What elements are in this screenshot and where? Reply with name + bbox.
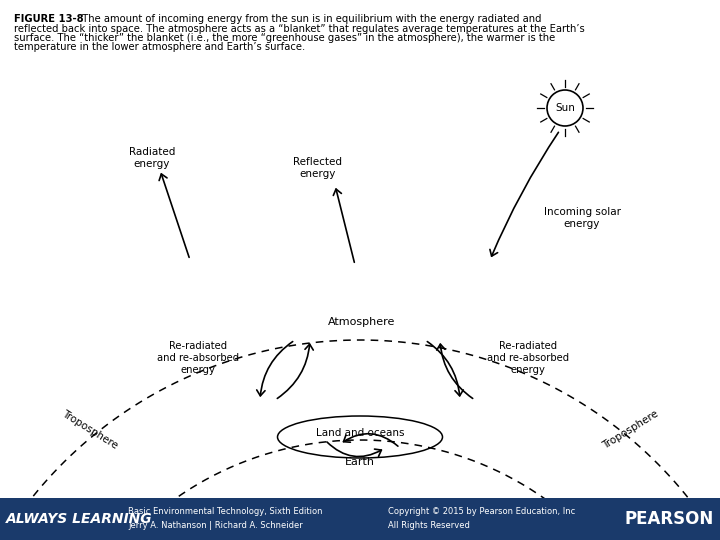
Text: Earth: Earth [345,457,375,467]
Text: All Rights Reserved: All Rights Reserved [388,521,470,530]
Text: Troposphere: Troposphere [600,409,660,451]
Text: Radiated
energy: Radiated energy [129,147,175,169]
Text: Re-radiated
and re-absorbed
energy: Re-radiated and re-absorbed energy [157,341,239,375]
Text: Incoming solar
energy: Incoming solar energy [544,207,621,229]
Text: PEARSON: PEARSON [625,510,714,528]
Text: Reflected
energy: Reflected energy [294,157,343,179]
Text: ALWAYS LEARNING: ALWAYS LEARNING [6,512,153,526]
Bar [0,498,720,540]
Text: temperature in the lower atmosphere and Earth’s surface.: temperature in the lower atmosphere and … [14,43,305,52]
Text: Atmosphere: Atmosphere [328,317,396,327]
Text: FIGURE 13-8: FIGURE 13-8 [14,14,84,24]
Text: Troposphere: Troposphere [60,409,120,451]
Text: Basic Environmental Technology, Sixth Edition: Basic Environmental Technology, Sixth Ed… [128,507,323,516]
Text: Copyright © 2015 by Pearson Education, Inc: Copyright © 2015 by Pearson Education, I… [388,507,575,516]
Text: surface. The “thicker” the blanket (i.e., the more “greenhouse gases” in the atm: surface. The “thicker” the blanket (i.e.… [14,33,555,43]
Text: reflected back into space. The atmosphere acts as a “blanket” that regulates ave: reflected back into space. The atmospher… [14,24,585,33]
Text: Sun: Sun [555,103,575,113]
Text: Re-radiated
and re-absorbed
energy: Re-radiated and re-absorbed energy [487,341,569,375]
Text: Land and oceans: Land and oceans [316,428,404,438]
Text: Jerry A. Nathanson | Richard A. Schneider: Jerry A. Nathanson | Richard A. Schneide… [128,521,302,530]
Text: The amount of incoming energy from the sun is in equilibrium with the energy rad: The amount of incoming energy from the s… [76,14,541,24]
